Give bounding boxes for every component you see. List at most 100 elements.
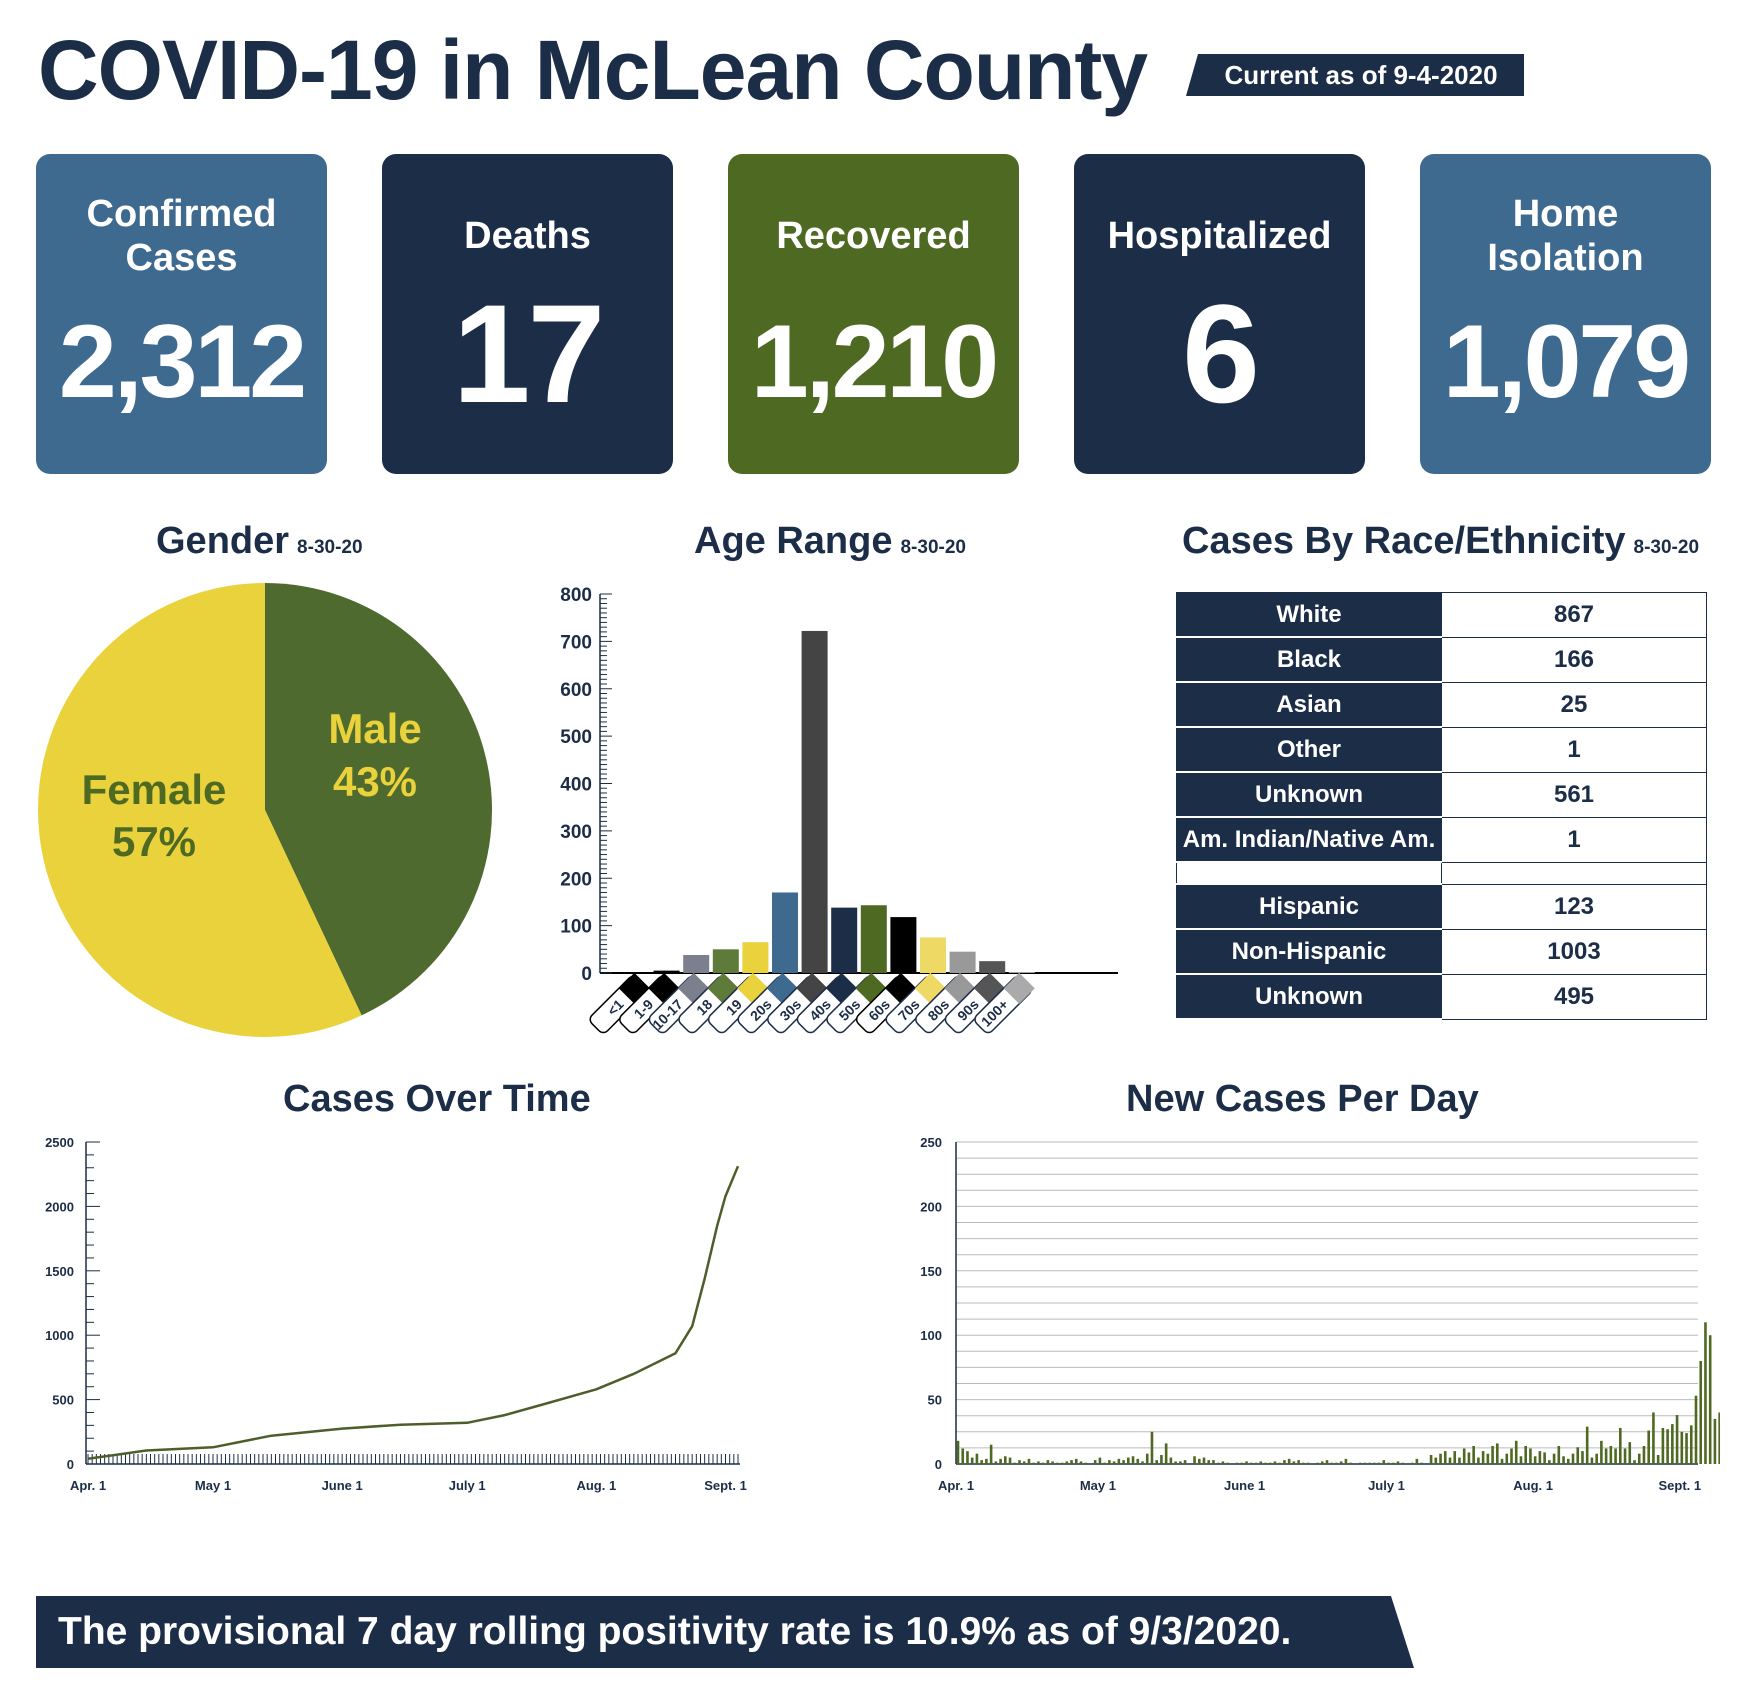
ncd-bar — [1145, 1453, 1149, 1464]
age-y-tick-label: 800 — [560, 585, 592, 606]
ncd-bar — [1141, 1461, 1144, 1464]
ncd-bar — [1429, 1454, 1433, 1464]
age-bar — [712, 949, 739, 973]
age-y-tick-label: 600 — [560, 680, 592, 701]
race-title: Cases By Race/Ethnicity — [1182, 520, 1626, 562]
cot-x-tick-label: Aug. 1 — [576, 1478, 616, 1493]
ncd-bar — [1283, 1460, 1286, 1464]
age-y-tick-label: 100 — [560, 917, 592, 938]
ncd-bar — [1250, 1462, 1253, 1464]
ncd-bar — [1070, 1460, 1073, 1464]
card-recovered: Recovered 1,210 — [728, 154, 1019, 474]
ncd-bar — [1581, 1451, 1584, 1464]
ncd-bar — [1150, 1431, 1154, 1464]
ncd-bar — [1136, 1458, 1140, 1464]
age-date: 8-30-20 — [900, 537, 966, 558]
ncd-bar — [1197, 1458, 1201, 1464]
ncd-bar — [1699, 1360, 1703, 1464]
age-y-tick-label: 400 — [560, 775, 592, 796]
age-bar — [653, 970, 680, 973]
ncd-bar — [1245, 1461, 1248, 1464]
ncd-bar — [1155, 1460, 1158, 1464]
ncd-bar — [1013, 1462, 1017, 1464]
ncd-bar — [1268, 1462, 1272, 1464]
age-bar — [742, 942, 769, 973]
age-y-tick-label: 300 — [560, 822, 592, 843]
ncd-bar — [1462, 1448, 1466, 1464]
ncd-bar — [1420, 1462, 1423, 1464]
ncd-bar — [1637, 1453, 1641, 1464]
table-row-value: 867 — [1441, 592, 1707, 638]
ncd-bar — [1160, 1454, 1163, 1464]
race-section-title: Cases By Race/Ethnicity 8-30-20 — [1182, 520, 1699, 563]
ncd-bar — [1202, 1457, 1206, 1464]
ncd-bar — [1084, 1462, 1088, 1464]
cases-over-time-chart: 0 500 1000 1500 2000 2500 Apr. 1 May 1 June 1 Jul… — [45, 1135, 747, 1493]
age-bar — [920, 937, 946, 973]
age-bar — [890, 917, 917, 973]
ncd-bar — [1496, 1443, 1499, 1464]
ncd-bar — [1590, 1457, 1594, 1464]
ncd-bar — [961, 1448, 965, 1464]
ncd-bar — [1325, 1460, 1329, 1464]
ncd-bar — [1306, 1462, 1310, 1464]
ncd-bar — [1164, 1443, 1168, 1464]
ncd-bar — [1060, 1462, 1064, 1464]
ncd-bar — [1363, 1462, 1367, 1464]
ncd-bar — [1704, 1322, 1707, 1464]
table-row-value: 25 — [1441, 681, 1707, 728]
cot-x-tick-label: May 1 — [195, 1478, 231, 1493]
table-row-label: Unknown — [1176, 771, 1442, 818]
cot-x-tick-label: Apr. 1 — [70, 1478, 106, 1493]
age-title: Age Range — [694, 520, 893, 562]
ncd-bar — [1079, 1461, 1083, 1464]
ncd-bar — [1240, 1462, 1244, 1464]
positivity-banner: The provisional 7 day rolling positivity… — [36, 1596, 1414, 1668]
cases-over-time-title: Cases Over Time — [283, 1078, 591, 1120]
table-row: Black 166 — [1176, 636, 1707, 683]
pie-label-male: Male — [328, 705, 421, 752]
age-bar — [949, 951, 976, 973]
ncd-bar — [1254, 1462, 1258, 1464]
ncd-bar — [1595, 1453, 1598, 1464]
card-label: Recovered — [776, 215, 971, 257]
ncd-bar — [1571, 1453, 1575, 1464]
table-row-value: 495 — [1441, 973, 1707, 1020]
ncd-bar — [1212, 1460, 1215, 1464]
table-row-label: Other — [1176, 726, 1442, 773]
ncd-bar — [994, 1461, 998, 1464]
card-label: Hospitalized — [1107, 215, 1332, 257]
ncd-bar — [1216, 1462, 1220, 1464]
ncd-bar — [1443, 1451, 1447, 1464]
ncd-bar — [1689, 1425, 1693, 1464]
ncd-bar — [1609, 1445, 1613, 1464]
ncd-bar — [1505, 1453, 1509, 1464]
ncd-bar — [1179, 1461, 1182, 1464]
ncd-bar — [1708, 1335, 1712, 1464]
ncd-bar — [1074, 1458, 1078, 1464]
gender-pie-chart: Male 43% Female 57% — [37, 583, 493, 1037]
ncd-y-tick-label: 50 — [928, 1393, 942, 1408]
age-bar — [831, 907, 858, 973]
pie-label-female: Female — [82, 766, 227, 813]
age-bar — [979, 961, 1006, 973]
age-bar — [801, 630, 828, 973]
cot-x-tick-label: July 1 — [449, 1478, 486, 1493]
table-row: White 867 — [1176, 592, 1707, 638]
pie-pct-female: 57% — [112, 818, 196, 865]
ncd-x-tick-label: Sept. 1 — [1658, 1478, 1701, 1493]
ncd-bar — [1127, 1457, 1130, 1464]
ncd-bar — [1718, 1412, 1720, 1464]
ncd-bar — [1131, 1456, 1135, 1464]
pie-slice-male — [265, 583, 493, 1016]
ncd-bar — [1264, 1462, 1267, 1464]
ncd-bar — [1472, 1445, 1475, 1464]
ncd-bar — [1330, 1462, 1334, 1464]
ncd-bar — [1344, 1458, 1348, 1464]
age-y-tick-label: 500 — [560, 727, 592, 748]
card-value: 6 — [1182, 275, 1260, 432]
ncd-bar — [1467, 1452, 1471, 1464]
table-row: Am. Indian/Native Am. 1 — [1176, 816, 1707, 863]
card-home-isolation: Home Isolation 1,079 — [1420, 154, 1711, 474]
